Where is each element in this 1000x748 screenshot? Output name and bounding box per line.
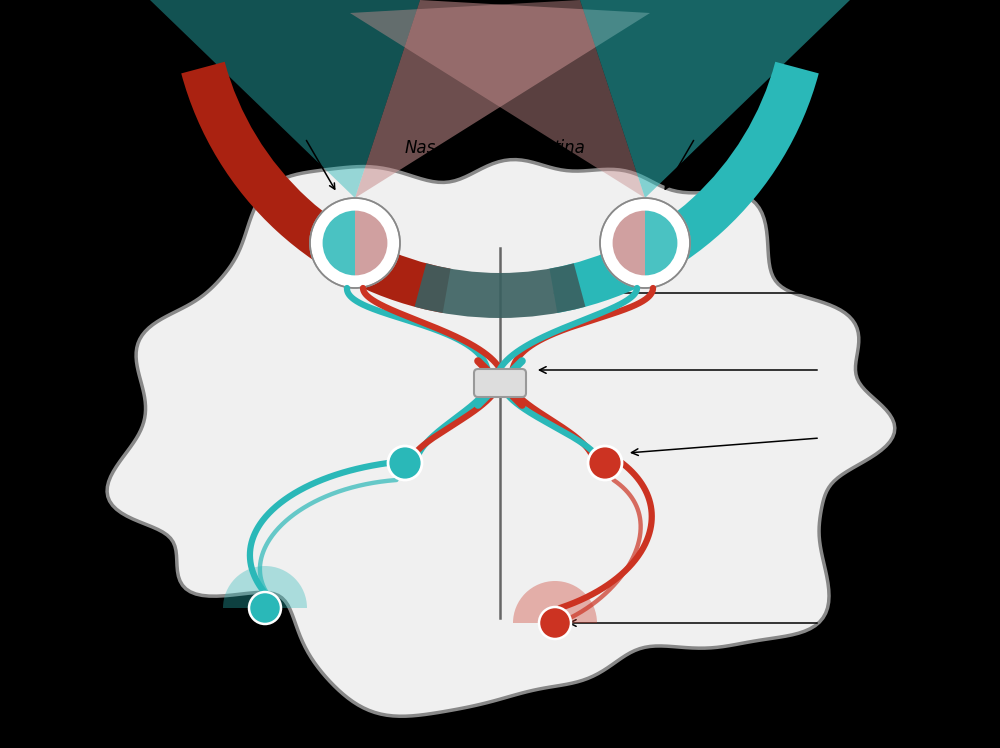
Polygon shape	[580, 0, 850, 198]
Polygon shape	[355, 0, 650, 198]
Polygon shape	[107, 159, 895, 717]
Wedge shape	[181, 62, 451, 313]
Wedge shape	[645, 211, 677, 275]
Circle shape	[539, 607, 571, 639]
FancyBboxPatch shape	[474, 369, 526, 397]
Wedge shape	[613, 211, 645, 275]
Text: tina: tina	[554, 139, 586, 157]
Wedge shape	[549, 62, 819, 313]
Wedge shape	[223, 566, 307, 608]
Circle shape	[249, 592, 281, 624]
Polygon shape	[350, 0, 645, 198]
Wedge shape	[513, 581, 597, 623]
Circle shape	[588, 446, 622, 480]
Circle shape	[310, 198, 400, 288]
Text: Nas: Nas	[404, 139, 436, 157]
Circle shape	[600, 198, 690, 288]
Polygon shape	[150, 0, 420, 198]
Wedge shape	[355, 211, 387, 275]
Wedge shape	[415, 263, 585, 318]
Wedge shape	[323, 211, 355, 275]
Circle shape	[388, 446, 422, 480]
